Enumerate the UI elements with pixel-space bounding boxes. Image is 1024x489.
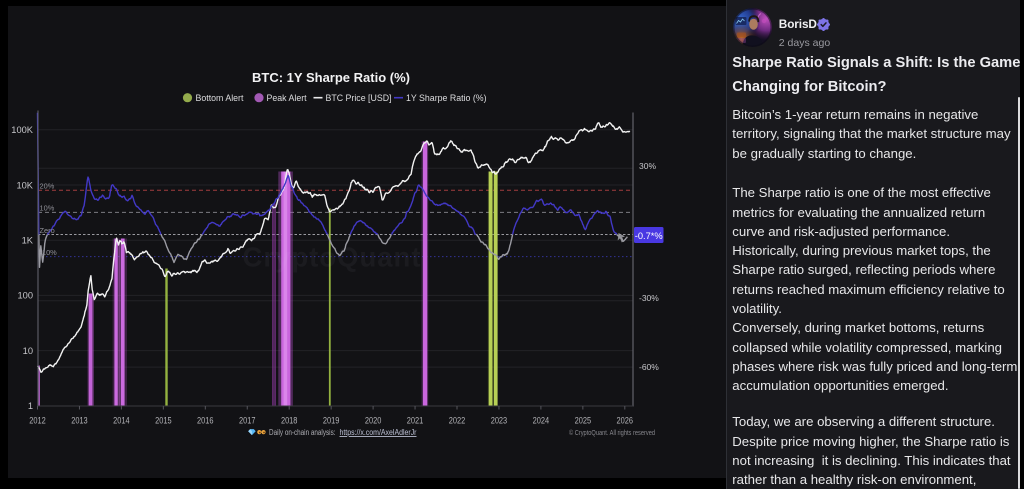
svg-text:Bottom Alert: Bottom Alert bbox=[196, 92, 244, 102]
svg-text:10K: 10K bbox=[16, 180, 33, 190]
svg-text:2019: 2019 bbox=[323, 415, 340, 425]
svg-text:2018: 2018 bbox=[281, 415, 298, 425]
svg-text:BTC Price [USD]: BTC Price [USD] bbox=[326, 92, 392, 102]
svg-text:-30%: -30% bbox=[639, 293, 659, 303]
svg-text:10: 10 bbox=[23, 345, 33, 355]
svg-text:100K: 100K bbox=[11, 125, 34, 135]
svg-text:2014: 2014 bbox=[113, 415, 130, 425]
svg-text:20%: 20% bbox=[40, 181, 55, 190]
svg-text:30%: 30% bbox=[639, 161, 656, 171]
svg-text:© CryptoQuant. All rights rese: © CryptoQuant. All rights reserved bbox=[569, 427, 655, 436]
svg-text:10%: 10% bbox=[40, 203, 55, 212]
svg-text:1: 1 bbox=[28, 401, 33, 411]
svg-text:Zero: Zero bbox=[40, 225, 55, 234]
svg-text:Peak Alert: Peak Alert bbox=[267, 92, 308, 102]
svg-text:-10%: -10% bbox=[40, 247, 58, 256]
svg-text:1Y Sharpe Ratio (%): 1Y Sharpe Ratio (%) bbox=[406, 92, 487, 102]
svg-text:2024: 2024 bbox=[533, 415, 550, 425]
svg-text:2025: 2025 bbox=[575, 415, 592, 425]
svg-text:2012: 2012 bbox=[29, 415, 46, 425]
svg-text:2013: 2013 bbox=[71, 415, 88, 425]
svg-text:2020: 2020 bbox=[365, 415, 382, 425]
svg-text:2022: 2022 bbox=[449, 415, 466, 425]
svg-text:100: 100 bbox=[17, 290, 33, 300]
svg-text:-60%: -60% bbox=[639, 361, 659, 371]
svg-text:CryptoQuant: CryptoQuant bbox=[242, 241, 421, 272]
svg-text:Daily on-chain analysis:: Daily on-chain analysis: bbox=[269, 427, 336, 437]
svg-text:2017: 2017 bbox=[239, 415, 256, 425]
svg-text:2023: 2023 bbox=[491, 415, 508, 425]
svg-text:https://x.com/AxelAdlerJr: https://x.com/AxelAdlerJr bbox=[340, 427, 417, 437]
svg-text:2016: 2016 bbox=[197, 415, 214, 425]
svg-text:2015: 2015 bbox=[155, 415, 172, 425]
svg-text:1K: 1K bbox=[22, 235, 34, 245]
svg-text:-0.7*%: -0.7*% bbox=[635, 231, 663, 241]
svg-text:BTC: 1Y Sharpe Ratio (%): BTC: 1Y Sharpe Ratio (%) bbox=[252, 70, 410, 85]
svg-text:2026: 2026 bbox=[617, 415, 634, 425]
svg-text:2021: 2021 bbox=[407, 415, 424, 425]
